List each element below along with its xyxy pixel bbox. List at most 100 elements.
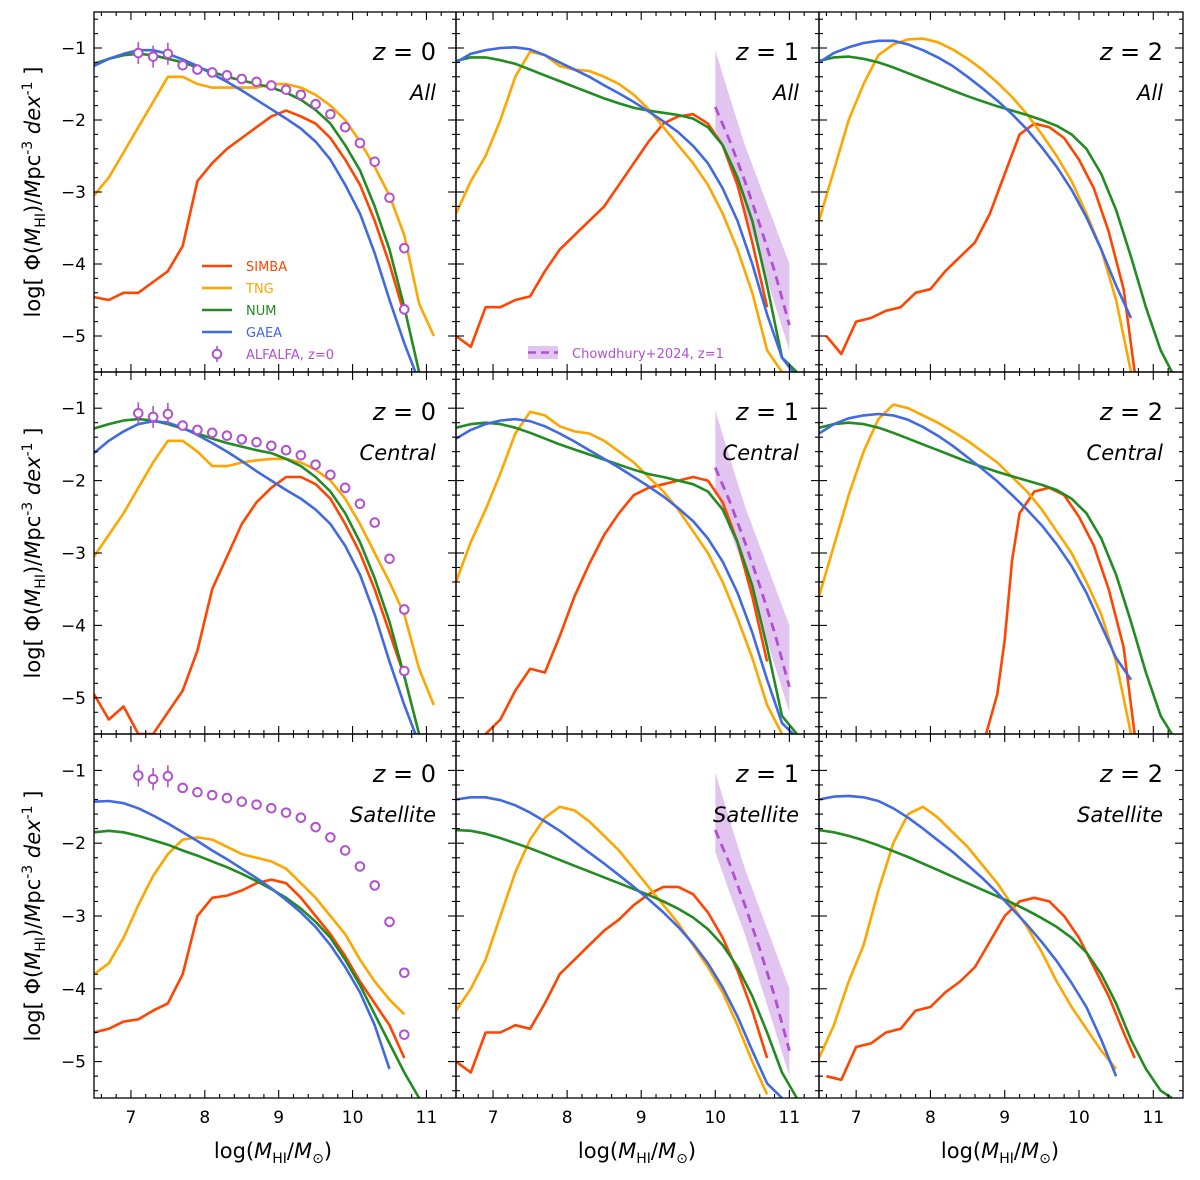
series-line-gaea	[94, 419, 417, 734]
series-line-tng	[456, 50, 784, 372]
plot-area	[456, 410, 798, 734]
alfalfa-point	[369, 517, 381, 528]
ticks	[819, 734, 1183, 1098]
panel-frame	[455, 733, 820, 1099]
plot-area	[456, 772, 798, 1098]
series-line-simba	[826, 896, 1136, 1082]
y-tick-label: −2	[61, 111, 86, 131]
alfalfa-point	[325, 108, 336, 120]
alfalfa-point	[133, 770, 144, 781]
alfalfa-point	[398, 967, 410, 979]
alfalfa-point	[310, 459, 321, 470]
alfalfa-point	[384, 192, 395, 204]
y-tick-label: −1	[61, 399, 86, 419]
alfalfa-point	[236, 434, 248, 445]
alfalfa-point	[192, 424, 203, 436]
alfalfa-point	[147, 51, 159, 62]
x-tick-label: 8	[562, 1108, 573, 1128]
x-tick-label: 11	[416, 1108, 438, 1128]
y-tick-label: −5	[61, 1053, 86, 1073]
alfalfa-point	[295, 89, 307, 101]
chart-panel-central-z1: z = 1 Central	[455, 371, 820, 735]
legend-models: SIMBA TNG NUM GAEA ALFALFA, z=0	[202, 260, 334, 363]
series-line-simba	[94, 878, 406, 1059]
series-line-tng	[819, 403, 1133, 734]
alfalfa-point	[236, 73, 248, 85]
redshift-label: z = 2	[1099, 38, 1163, 66]
series-line-num	[94, 829, 421, 1098]
plot-area	[94, 402, 436, 734]
panel-frame	[93, 371, 457, 735]
ticks	[456, 12, 819, 372]
y-axis-label: log[ Φ(MHI​)/Mpc-3​ dex-1​ ]	[20, 428, 49, 679]
ticks	[456, 734, 819, 1098]
subset-label: Central	[723, 441, 800, 465]
y-tick-label: −3	[61, 183, 86, 203]
alfalfa-point	[133, 47, 144, 59]
x-tick-label: 7	[851, 1108, 862, 1128]
y-tick-label: −5	[61, 327, 86, 347]
alfalfa-point	[369, 880, 381, 891]
ticks	[819, 12, 1183, 372]
x-tick-label: 11	[1142, 1108, 1164, 1128]
alfalfa-point	[384, 916, 395, 928]
alfalfa-point	[310, 98, 321, 110]
chowdhury-error-band	[715, 410, 790, 713]
chowdhury-error-band	[715, 50, 790, 351]
alfalfa-point	[162, 408, 174, 420]
subset-label: All	[1135, 81, 1163, 105]
series-line-chowdhury	[714, 106, 791, 326]
series-line-tng	[94, 836, 406, 1016]
series-line-tng	[94, 75, 435, 337]
alfalfa-point	[398, 665, 410, 677]
alfalfa-point	[384, 553, 395, 565]
legend-label: Chowdhury+2024, z=1	[572, 347, 724, 362]
x-axis-label: log(MHI​/M⊙​)	[578, 1139, 696, 1167]
alfalfa-point	[162, 770, 174, 782]
series-line-simba	[456, 885, 769, 1074]
redshift-label: z = 0	[372, 760, 436, 788]
plot-area	[94, 42, 435, 372]
legend-label: GAEA	[246, 326, 282, 341]
y-tick-label: −2	[61, 472, 86, 492]
series-line-tng	[819, 37, 1133, 372]
alfalfa-point	[133, 407, 144, 419]
alfalfa-point	[147, 411, 159, 423]
alfalfa-point	[398, 242, 410, 254]
x-axis-label: log(MHI​/M⊙​)	[941, 1139, 1059, 1167]
legend-label: NUM	[246, 304, 276, 319]
x-tick-label: 9	[636, 1108, 647, 1128]
alfalfa-point	[398, 304, 410, 315]
subset-label: Central	[360, 441, 437, 465]
series-line-tng	[819, 805, 1118, 1070]
ticks	[456, 372, 819, 734]
series-line-gaea	[456, 417, 795, 734]
subset-label: Central	[1087, 441, 1164, 465]
chart-panel-central-z2: z = 2 Central	[818, 371, 1184, 735]
x-tick-label: 7	[126, 1108, 137, 1128]
series-line-num	[456, 828, 798, 1098]
alfalfa-point	[339, 845, 351, 856]
subset-label: All	[771, 81, 799, 105]
chart-panel-central-z0: −1 −2 −3 −4 −5 log[ Φ(MHI​)/Mpc-3​ dex-1​ ] z …	[20, 371, 457, 735]
subset-label: Satellite	[713, 803, 799, 827]
redshift-label: z = 0	[372, 398, 436, 426]
chart-panel-satellite-z2: 7 8 9 10 11 z = 2 Satellite	[818, 733, 1184, 1128]
alfalfa-point	[325, 469, 336, 481]
series-line-gaea	[94, 799, 391, 1070]
alfalfa-point	[295, 449, 307, 461]
alfalfa-point	[266, 802, 277, 814]
x-tick-label: 10	[1068, 1108, 1090, 1128]
series-line-gaea	[456, 795, 783, 1098]
series-line-chowdhury	[714, 829, 791, 1052]
series-line-simba	[825, 122, 1136, 372]
chart-panel-satellite-z1: 7 8 9 10 11 z = 1 Satellite	[455, 733, 820, 1128]
alfalfa-point	[310, 821, 321, 833]
subset-label: Satellite	[1077, 803, 1163, 827]
alfalfa-point	[398, 604, 410, 615]
alfalfa-point	[354, 498, 366, 510]
series-line-simba	[484, 475, 769, 734]
redshift-label: z = 2	[1099, 760, 1163, 788]
y-tick-label: −4	[61, 980, 86, 1000]
panel-grid: −1 −2 −3 −4 −5 log[ Φ(MHI​)/Mpc-3​ dex-1​ ] z …	[20, 11, 1184, 1128]
